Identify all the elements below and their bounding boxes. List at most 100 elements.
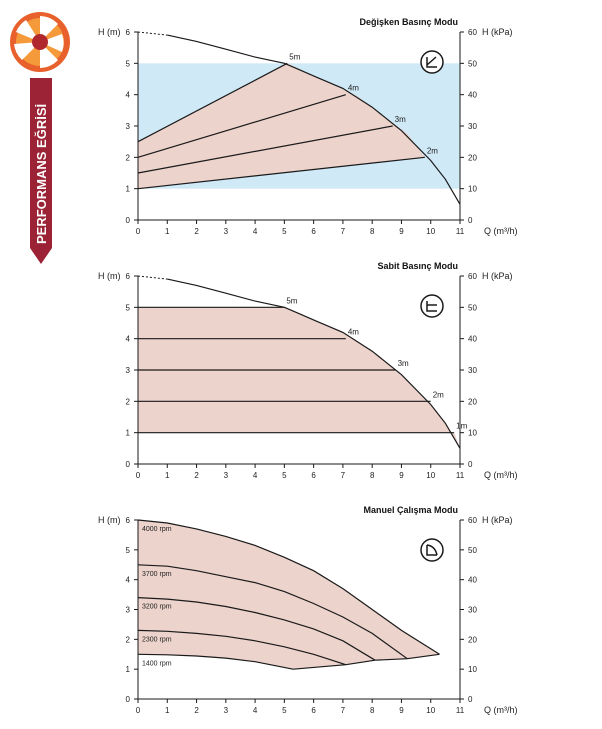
y-axis-label-left: H (m): [98, 271, 121, 281]
x-tick-label: 7: [341, 227, 346, 236]
speed-curve: [137, 629, 346, 666]
setpoint-line: [137, 125, 393, 174]
x-tick-label: 1: [165, 471, 170, 480]
speed-curve: [137, 564, 408, 660]
y-tick-label-right: 60: [468, 516, 477, 525]
x-tick-label: 7: [341, 471, 346, 480]
y-tick-label-right: 30: [468, 366, 477, 375]
y-axis-label-left: H (m): [98, 515, 121, 525]
x-tick-label: 1: [165, 706, 170, 715]
manual-mode-icon: [420, 538, 444, 562]
icon-ring: [420, 294, 444, 318]
y-tick-label-left: 4: [126, 335, 131, 344]
x-tick-label: 5: [282, 471, 287, 480]
y-tick-label-right: 40: [468, 91, 477, 100]
speed-label: 2300 rpm: [142, 636, 172, 643]
variable-pressure-icon: [420, 50, 444, 74]
y-axis-label-left: H (m): [98, 27, 121, 37]
y-tick-label-left: 2: [126, 397, 131, 406]
y-tick-label-left: 5: [126, 303, 131, 312]
y-axis-label-right: H (kPa): [482, 271, 513, 281]
y-tick-label-right: 30: [468, 606, 477, 615]
x-tick-label: 3: [224, 706, 229, 715]
ribbon: [30, 78, 52, 264]
x-axis-label: Q (m³/h): [484, 470, 518, 480]
y-tick-label-left: 0: [126, 460, 131, 469]
y-tick-label-right: 40: [468, 576, 477, 585]
x-tick-label: 0: [136, 227, 141, 236]
y-tick-label-right: 50: [468, 59, 477, 68]
x-tick-label: 0: [136, 471, 141, 480]
y-tick-label-left: 1: [126, 665, 131, 674]
x-tick-label: 0: [136, 706, 141, 715]
y-axis-label-right: H (kPa): [482, 515, 513, 525]
setpoint-label: 2m: [427, 146, 438, 155]
setpoint-label: 5m: [286, 296, 297, 305]
y-tick-label-left: 4: [126, 576, 131, 585]
y-tick-label-right: 0: [468, 460, 473, 469]
y-tick-label-right: 50: [468, 546, 477, 555]
icon-ring: [420, 50, 444, 74]
speed-curve: [137, 597, 376, 661]
setpoint-label: 1m: [456, 422, 467, 431]
setpoint-label: 3m: [398, 359, 409, 368]
y-tick-label-left: 6: [126, 28, 131, 37]
max-curve-dashed: [137, 31, 168, 36]
x-tick-label: 11: [456, 706, 465, 715]
x-tick-label: 4: [253, 227, 258, 236]
y-tick-label-left: 6: [126, 272, 131, 281]
sidebar: PERFORMANS EĞRİSİ: [10, 12, 70, 264]
x-tick-label: 3: [224, 227, 229, 236]
y-tick-label-left: 5: [126, 546, 131, 555]
x-tick-label: 3: [224, 471, 229, 480]
y-tick-label-left: 1: [126, 429, 131, 438]
x-tick-label: 8: [370, 706, 375, 715]
x-tick-label: 7: [341, 706, 346, 715]
operating-area: [138, 520, 440, 670]
icon-glyph: [426, 56, 437, 68]
icon-ring: [420, 538, 444, 562]
y-axis-label-right: H (kPa): [482, 27, 513, 37]
y-tick-label-left: 4: [126, 91, 131, 100]
constant-pressure-icon: [420, 294, 444, 318]
y-tick-label-left: 5: [126, 59, 131, 68]
x-tick-label: 10: [426, 471, 435, 480]
max-curve: [167, 34, 461, 205]
y-tick-label-right: 0: [468, 216, 473, 225]
setpoint-label: 4m: [348, 328, 359, 337]
x-tick-label: 5: [282, 227, 287, 236]
y-tick-label-left: 0: [126, 695, 131, 704]
x-tick-label: 10: [426, 227, 435, 236]
setpoint-label: 5m: [289, 52, 300, 61]
y-tick-label-right: 50: [468, 303, 477, 312]
control-band-area: [138, 307, 460, 449]
x-tick-label: 2: [194, 471, 199, 480]
y-tick-label-right: 20: [468, 397, 477, 406]
y-tick-label-left: 2: [126, 635, 131, 644]
x-tick-label: 11: [456, 471, 465, 480]
y-tick-label-right: 60: [468, 28, 477, 37]
x-tick-label: 5: [282, 706, 287, 715]
icon-glyph: [426, 544, 438, 556]
y-tick-label-right: 0: [468, 695, 473, 704]
speed-curve: [137, 519, 440, 655]
x-tick-label: 10: [426, 706, 435, 715]
x-tick-label: 9: [399, 706, 404, 715]
y-tick-label-right: 10: [468, 185, 477, 194]
x-tick-label: 4: [253, 706, 258, 715]
y-tick-label-left: 6: [126, 516, 131, 525]
brand-logo: [10, 12, 70, 72]
x-tick-label: 9: [399, 471, 404, 480]
x-tick-label: 2: [194, 706, 199, 715]
y-tick-label-right: 30: [468, 122, 477, 131]
y-tick-label-right: 20: [468, 153, 477, 162]
y-tick-label-right: 40: [468, 335, 477, 344]
x-tick-label: 6: [311, 227, 316, 236]
speed-label: 3200 rpm: [142, 604, 172, 611]
y-tick-label-left: 1: [126, 185, 131, 194]
y-tick-label-right: 10: [468, 665, 477, 674]
speed-label: 4000 rpm: [142, 526, 172, 533]
y-tick-label-left: 2: [126, 153, 131, 162]
speed-label: 1400 rpm: [142, 660, 172, 667]
